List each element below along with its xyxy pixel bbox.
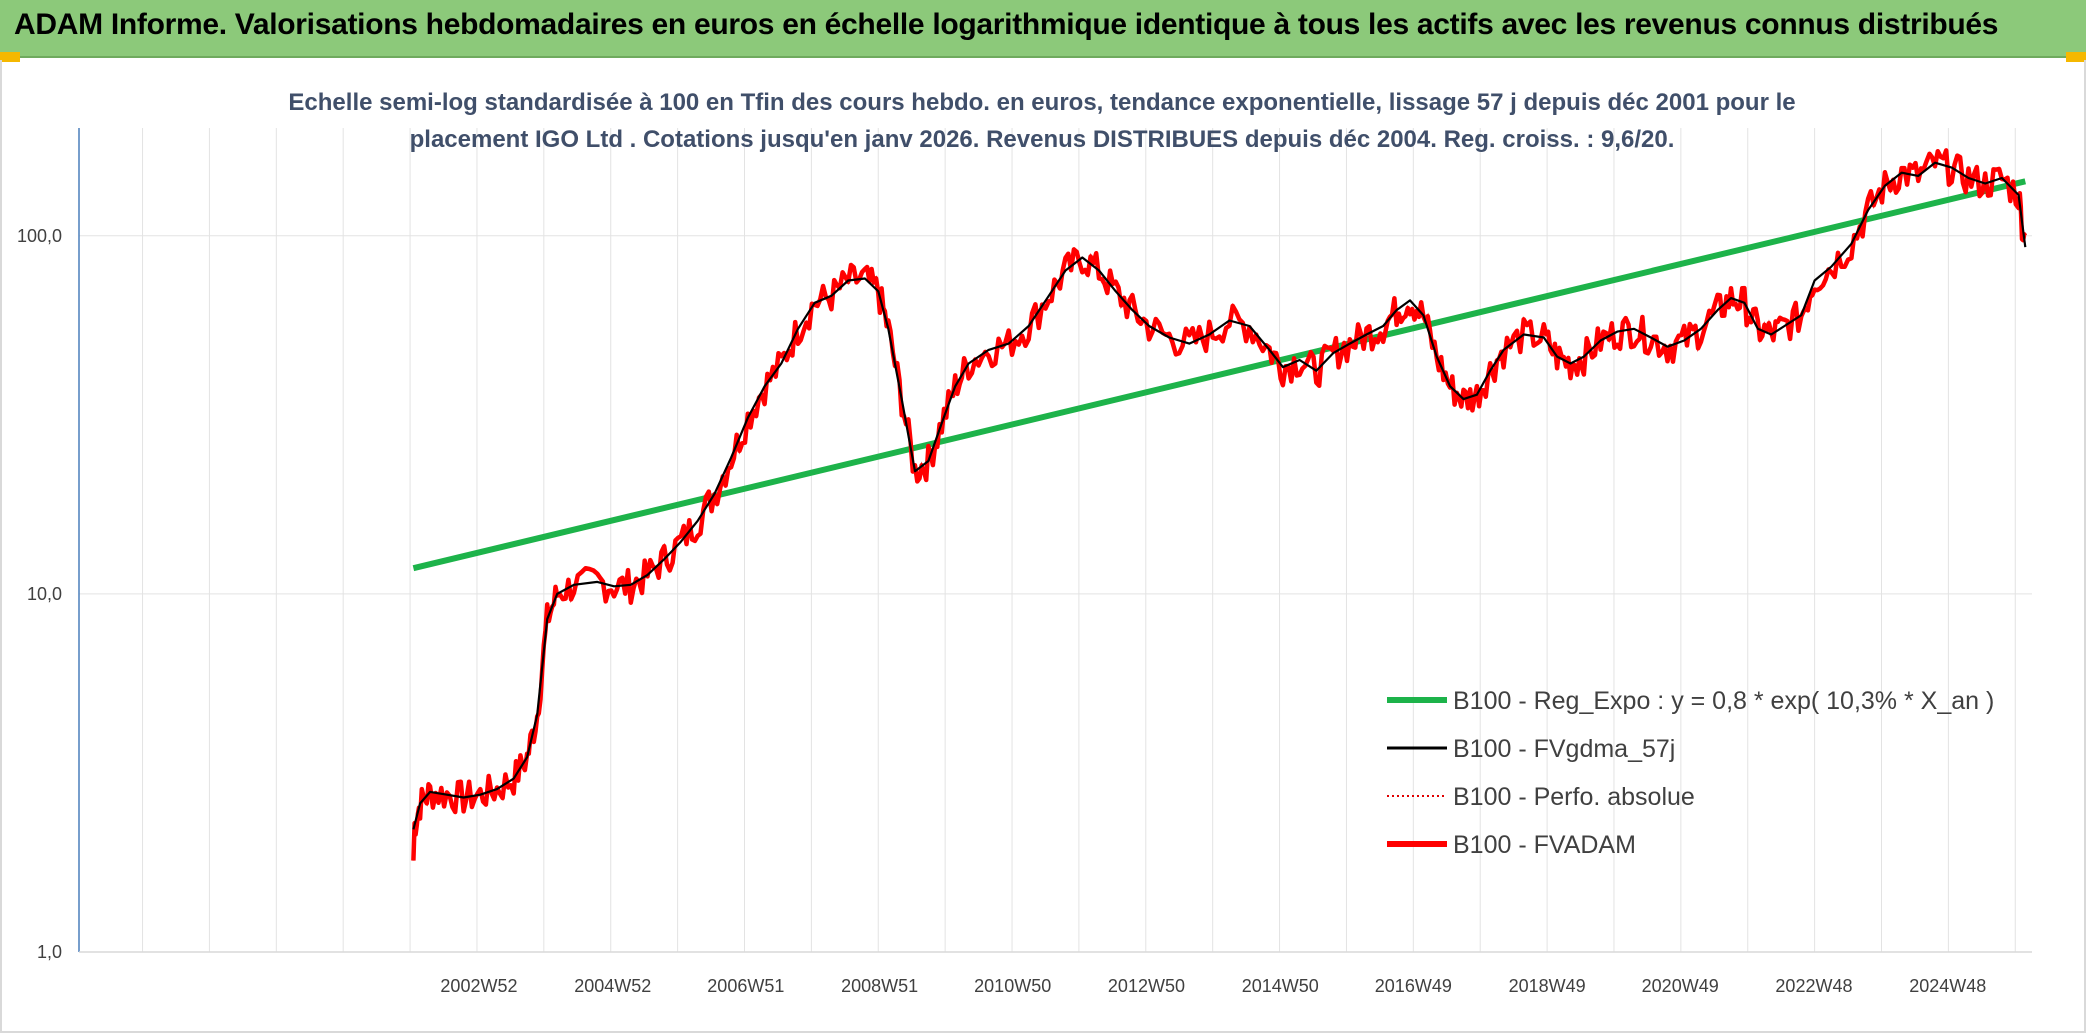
series-layer [411,148,2028,861]
x-tick-label: 2022W48 [1775,976,1852,996]
x-tick-label: 2024W48 [1909,976,1986,996]
series-line-perfo-absolue [412,148,2027,861]
series-line-reg-expo [412,178,2027,572]
x-tick-label: 2014W50 [1242,976,1319,996]
chart-area: Echelle semi-log standardisée à 100 en T… [0,60,2086,1033]
legend-label-smooth: B100 - FVgdma_57j [1453,735,1675,763]
y-tick-label: 10,0 [27,584,62,604]
legend-label-trend: B100 - Reg_Expo : y = 0,8 * exp( 10,3% *… [1453,687,1994,715]
x-tick-label: 2008W51 [841,976,918,996]
legend-label-fvadam: B100 - FVADAM [1453,831,1636,859]
y-tick-label: 100,0 [17,226,62,246]
chart-subtitle-line-1: Echelle semi-log standardisée à 100 en T… [288,89,1795,116]
x-tick-label: 2010W50 [974,976,1051,996]
x-tick-label: 2018W49 [1509,976,1586,996]
x-tick-label: 2020W49 [1642,976,1719,996]
x-tick-labels: 2002W52 2004W52 2006W51 2008W51 2010W50 2012W… [440,976,1986,996]
y-tick-label: 1,0 [37,942,62,962]
header-bar: ADAM Informe. Valorisations hebdomadaire… [0,0,2086,58]
corner-marker-right [2066,52,2086,62]
series-line-fvadam [411,148,2028,861]
x-tick-label: 2006W51 [707,976,784,996]
x-tick-label: 2004W52 [574,976,651,996]
axes [78,128,2032,953]
series-line-fvgdma-57j [412,161,2027,830]
page-title: ADAM Informe. Valorisations hebdomadaire… [14,8,1999,41]
corner-marker-left [0,52,20,62]
y-tick-labels: 1,0 10,0 100,0 [17,226,62,962]
chart-subtitle-line-2: placement IGO Ltd . Cotations jusqu'en j… [410,126,1675,153]
legend: B100 - Reg_Expo : y = 0,8 * exp( 10,3% *… [1387,687,1994,859]
chart-svg: Echelle semi-log standardisée à 100 en T… [17,89,2032,996]
x-tick-label: 2012W50 [1108,976,1185,996]
legend-label-perfo: B100 - Perfo. absolue [1453,783,1695,811]
x-tick-label: 2002W52 [440,976,517,996]
x-tick-label: 2016W49 [1375,976,1452,996]
